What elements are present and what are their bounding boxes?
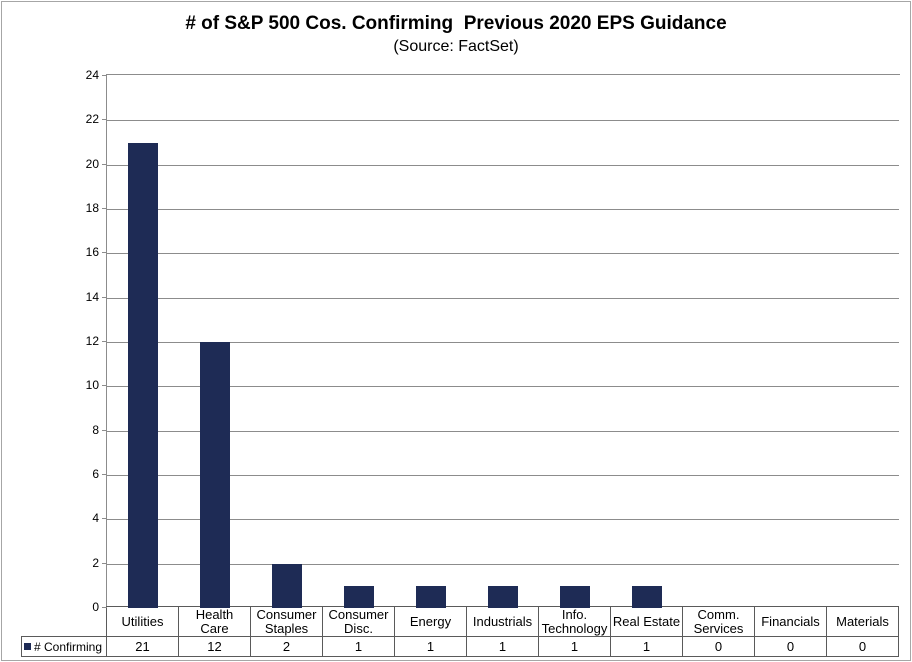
y-axis-label-24: 24 <box>85 68 99 82</box>
gridline-y4 <box>107 519 899 521</box>
gridline-y12 <box>107 342 899 343</box>
value-cell-real-estate: 1 <box>611 637 683 656</box>
y-axis-label-4: 4 <box>92 511 99 526</box>
value-cell-materials: 0 <box>858 638 867 654</box>
y-axis-tick-14 <box>102 297 107 298</box>
category-cell-utilities: Utilities <box>107 607 179 636</box>
y-axis-tick-10 <box>102 385 107 386</box>
gridline-y10 <box>107 386 899 388</box>
y-axis-label-6: 6 <box>92 467 99 481</box>
value-cell-comm-services: 0 <box>683 637 755 656</box>
bar-energy <box>416 585 446 608</box>
series-name: # Confirming <box>34 639 103 654</box>
bar-industrials <box>488 585 518 608</box>
bar-consumer-disc <box>344 585 374 608</box>
value-cell-industrials: 1 <box>467 637 539 656</box>
value-cell-utilities: 21 <box>107 637 179 656</box>
plot-area <box>106 74 900 608</box>
category-cell-consumer-staples: Consumer Staples <box>251 607 323 636</box>
y-axis-tick-24 <box>102 75 107 76</box>
y-axis-tick-12 <box>102 341 107 342</box>
y-axis-tick-20 <box>102 164 107 165</box>
y-axis-label-2: 2 <box>92 555 99 570</box>
value-cell-energy: 1 <box>395 637 467 656</box>
value-cell-consumer-staples: 2 <box>251 637 323 656</box>
chart-subtitle: (Source: FactSet) <box>393 38 519 55</box>
gridline-y18 <box>107 209 899 210</box>
value-cell-financials: 0 <box>755 637 827 656</box>
value-cell-consumer-disc: 1 <box>323 637 395 656</box>
legend-cell: # Confirming <box>21 636 107 657</box>
chart-title: # of S&P 500 Cos. Confirming Previous 20… <box>185 13 727 34</box>
category-cell-info-technology: Info. Technology <box>539 607 611 636</box>
category-cell-industrials: Industrials <box>467 607 539 636</box>
series-marker-icon <box>24 643 31 650</box>
category-cell-consumer-disc: Consumer Disc. <box>323 607 395 636</box>
data-table-value-row: 21 12 2 1 1 1 1 1 0 0 0 <box>106 636 899 657</box>
bar-health-care <box>200 342 230 608</box>
category-cell-materials: Materials <box>836 613 889 629</box>
y-axis-label-14: 14 <box>85 289 99 304</box>
gridline-y16 <box>107 253 899 255</box>
category-cell-comm-services: Comm. Services <box>683 607 755 636</box>
y-axis-label-10: 10 <box>85 378 99 393</box>
y-axis-label-22: 22 <box>85 112 99 127</box>
y-axis-label-0: 0 <box>92 600 99 614</box>
gridline-y14 <box>107 297 899 299</box>
category-header-row: Utilities Health Care Consumer Staples Cons… <box>106 606 899 637</box>
category-cell-health-care: Health Care <box>179 607 251 636</box>
category-cell-real-estate: Real Estate <box>611 607 683 636</box>
category-cell-energy: Energy <box>395 607 467 636</box>
bar-consumer-staples <box>272 563 302 608</box>
value-cell-info-technology: 1 <box>539 637 611 656</box>
gridline-y20 <box>107 164 899 166</box>
gridline-y22 <box>107 120 899 122</box>
y-axis-tick-16 <box>102 252 107 253</box>
bar-utilities <box>128 142 158 608</box>
y-axis-label-18: 18 <box>85 201 99 215</box>
y-axis-label-12: 12 <box>85 334 99 348</box>
y-axis-tick-8 <box>102 430 107 431</box>
bar-real-estate <box>632 585 662 608</box>
y-axis-tick-18 <box>102 208 107 209</box>
y-axis-tick-2 <box>102 563 107 564</box>
y-axis-tick-22 <box>102 119 107 120</box>
y-axis-label-8: 8 <box>92 422 99 437</box>
y-axis-tick-4 <box>102 518 107 519</box>
gridline-y2 <box>107 563 899 565</box>
category-cell-financials: Financials <box>755 607 827 636</box>
gridline-y6 <box>107 475 899 476</box>
value-cell-health-care: 12 <box>179 637 251 656</box>
y-axis-tick-0 <box>102 607 107 608</box>
bar-info-technology <box>560 585 590 608</box>
y-axis-tick-6 <box>102 474 107 475</box>
gridline-y8 <box>107 430 899 432</box>
y-axis-label-16: 16 <box>85 245 99 260</box>
y-axis-label-20: 20 <box>85 156 99 171</box>
